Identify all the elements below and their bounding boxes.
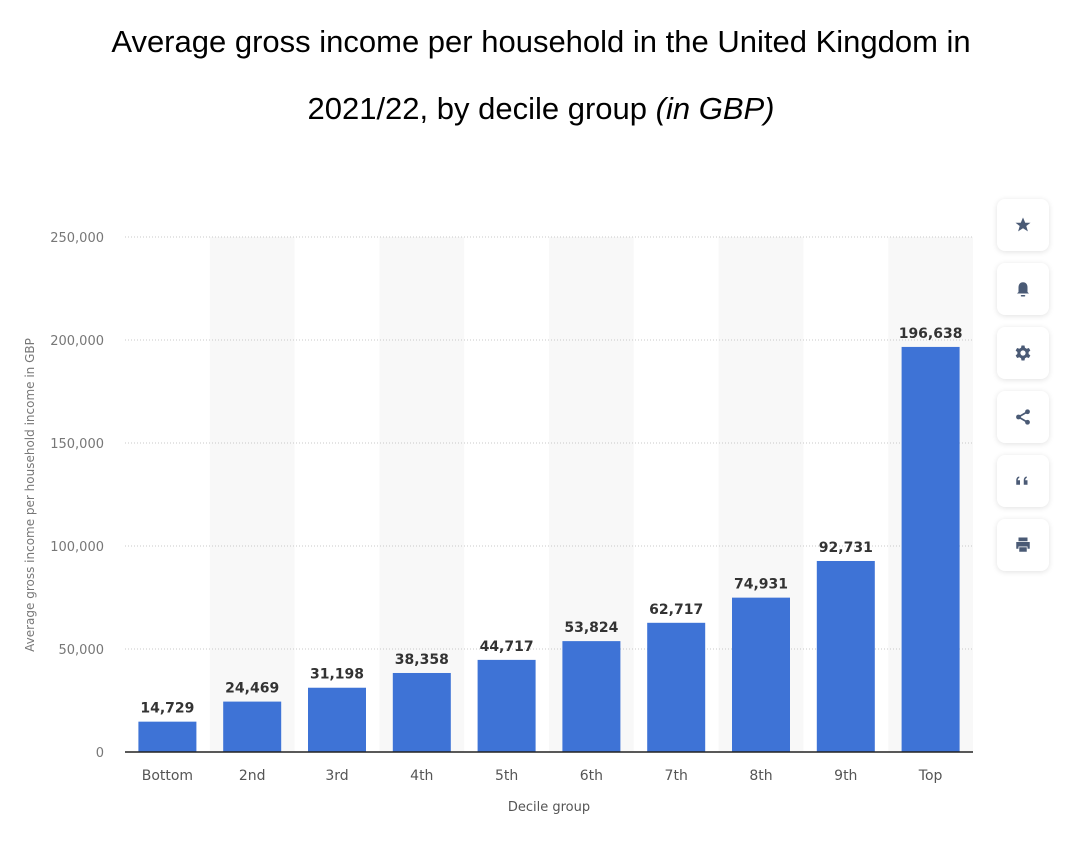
- bar: [477, 659, 536, 752]
- data-label: 31,198: [310, 667, 364, 683]
- data-label: 24,469: [225, 681, 279, 697]
- bar: [308, 687, 366, 752]
- x-tick-label: 9th: [834, 768, 857, 784]
- chart-title-line2: 2021/22, by decile group (in GBP): [0, 93, 1082, 124]
- bar: [223, 701, 282, 752]
- quote-icon: [1016, 476, 1028, 485]
- star-icon: [1015, 217, 1031, 232]
- bar: [901, 346, 960, 752]
- data-label: 62,717: [649, 602, 703, 618]
- y-axis-label: Average gross income per household incom…: [23, 338, 37, 652]
- bar: [732, 597, 790, 752]
- x-tick-label: 3rd: [325, 768, 348, 784]
- data-label: 44,717: [480, 639, 534, 655]
- share-icon: [1016, 409, 1030, 425]
- notification-button[interactable]: [997, 263, 1049, 315]
- bell-icon: [1017, 282, 1029, 297]
- x-tick-label: 7th: [665, 768, 688, 784]
- print-button[interactable]: [997, 519, 1049, 571]
- chart-title-main: 2021/22, by decile group: [307, 91, 648, 126]
- bar: [816, 560, 875, 752]
- x-tick-label: 6th: [580, 768, 603, 784]
- gear-icon: [1015, 345, 1031, 361]
- x-tick-label: Top: [918, 768, 943, 784]
- bar: [138, 721, 197, 752]
- cite-button[interactable]: [997, 455, 1049, 507]
- favorite-button[interactable]: [997, 199, 1049, 251]
- x-tick-label: 5th: [495, 768, 518, 784]
- column-shade: [209, 237, 295, 752]
- x-tick-label: 8th: [749, 768, 772, 784]
- chart-title: Average gross income per household in th…: [111, 24, 971, 59]
- y-tick-label: 0: [96, 746, 104, 761]
- bar-chart: 0 50,000 100,000 150,000 200,000 250,000 14,72…: [23, 231, 973, 815]
- x-tick-label: 2nd: [239, 768, 266, 784]
- column-shade: [379, 237, 465, 752]
- share-button[interactable]: [997, 391, 1049, 443]
- print-icon: [1016, 537, 1030, 552]
- x-tick-label: Bottom: [142, 768, 193, 784]
- data-label: 92,731: [819, 540, 873, 556]
- toolbar: [997, 199, 1051, 583]
- settings-button[interactable]: [997, 327, 1049, 379]
- y-tick-label: 100,000: [50, 540, 104, 555]
- y-tick-label: 150,000: [50, 437, 104, 452]
- data-label: 14,729: [140, 701, 194, 717]
- data-label: 53,824: [564, 620, 618, 636]
- data-label: 38,358: [395, 652, 449, 668]
- x-axis-label: Decile group: [508, 800, 590, 815]
- chart-title-unit: (in GBP): [655, 91, 775, 126]
- y-tick-label: 200,000: [50, 334, 104, 349]
- bar: [562, 641, 621, 752]
- data-label: 196,638: [899, 326, 963, 342]
- y-tick-label: 50,000: [59, 643, 105, 658]
- y-tick-label: 250,000: [50, 231, 104, 246]
- data-label: 74,931: [734, 577, 788, 593]
- bar: [392, 672, 451, 752]
- x-tick-label: 4th: [410, 768, 433, 784]
- bar: [647, 622, 706, 752]
